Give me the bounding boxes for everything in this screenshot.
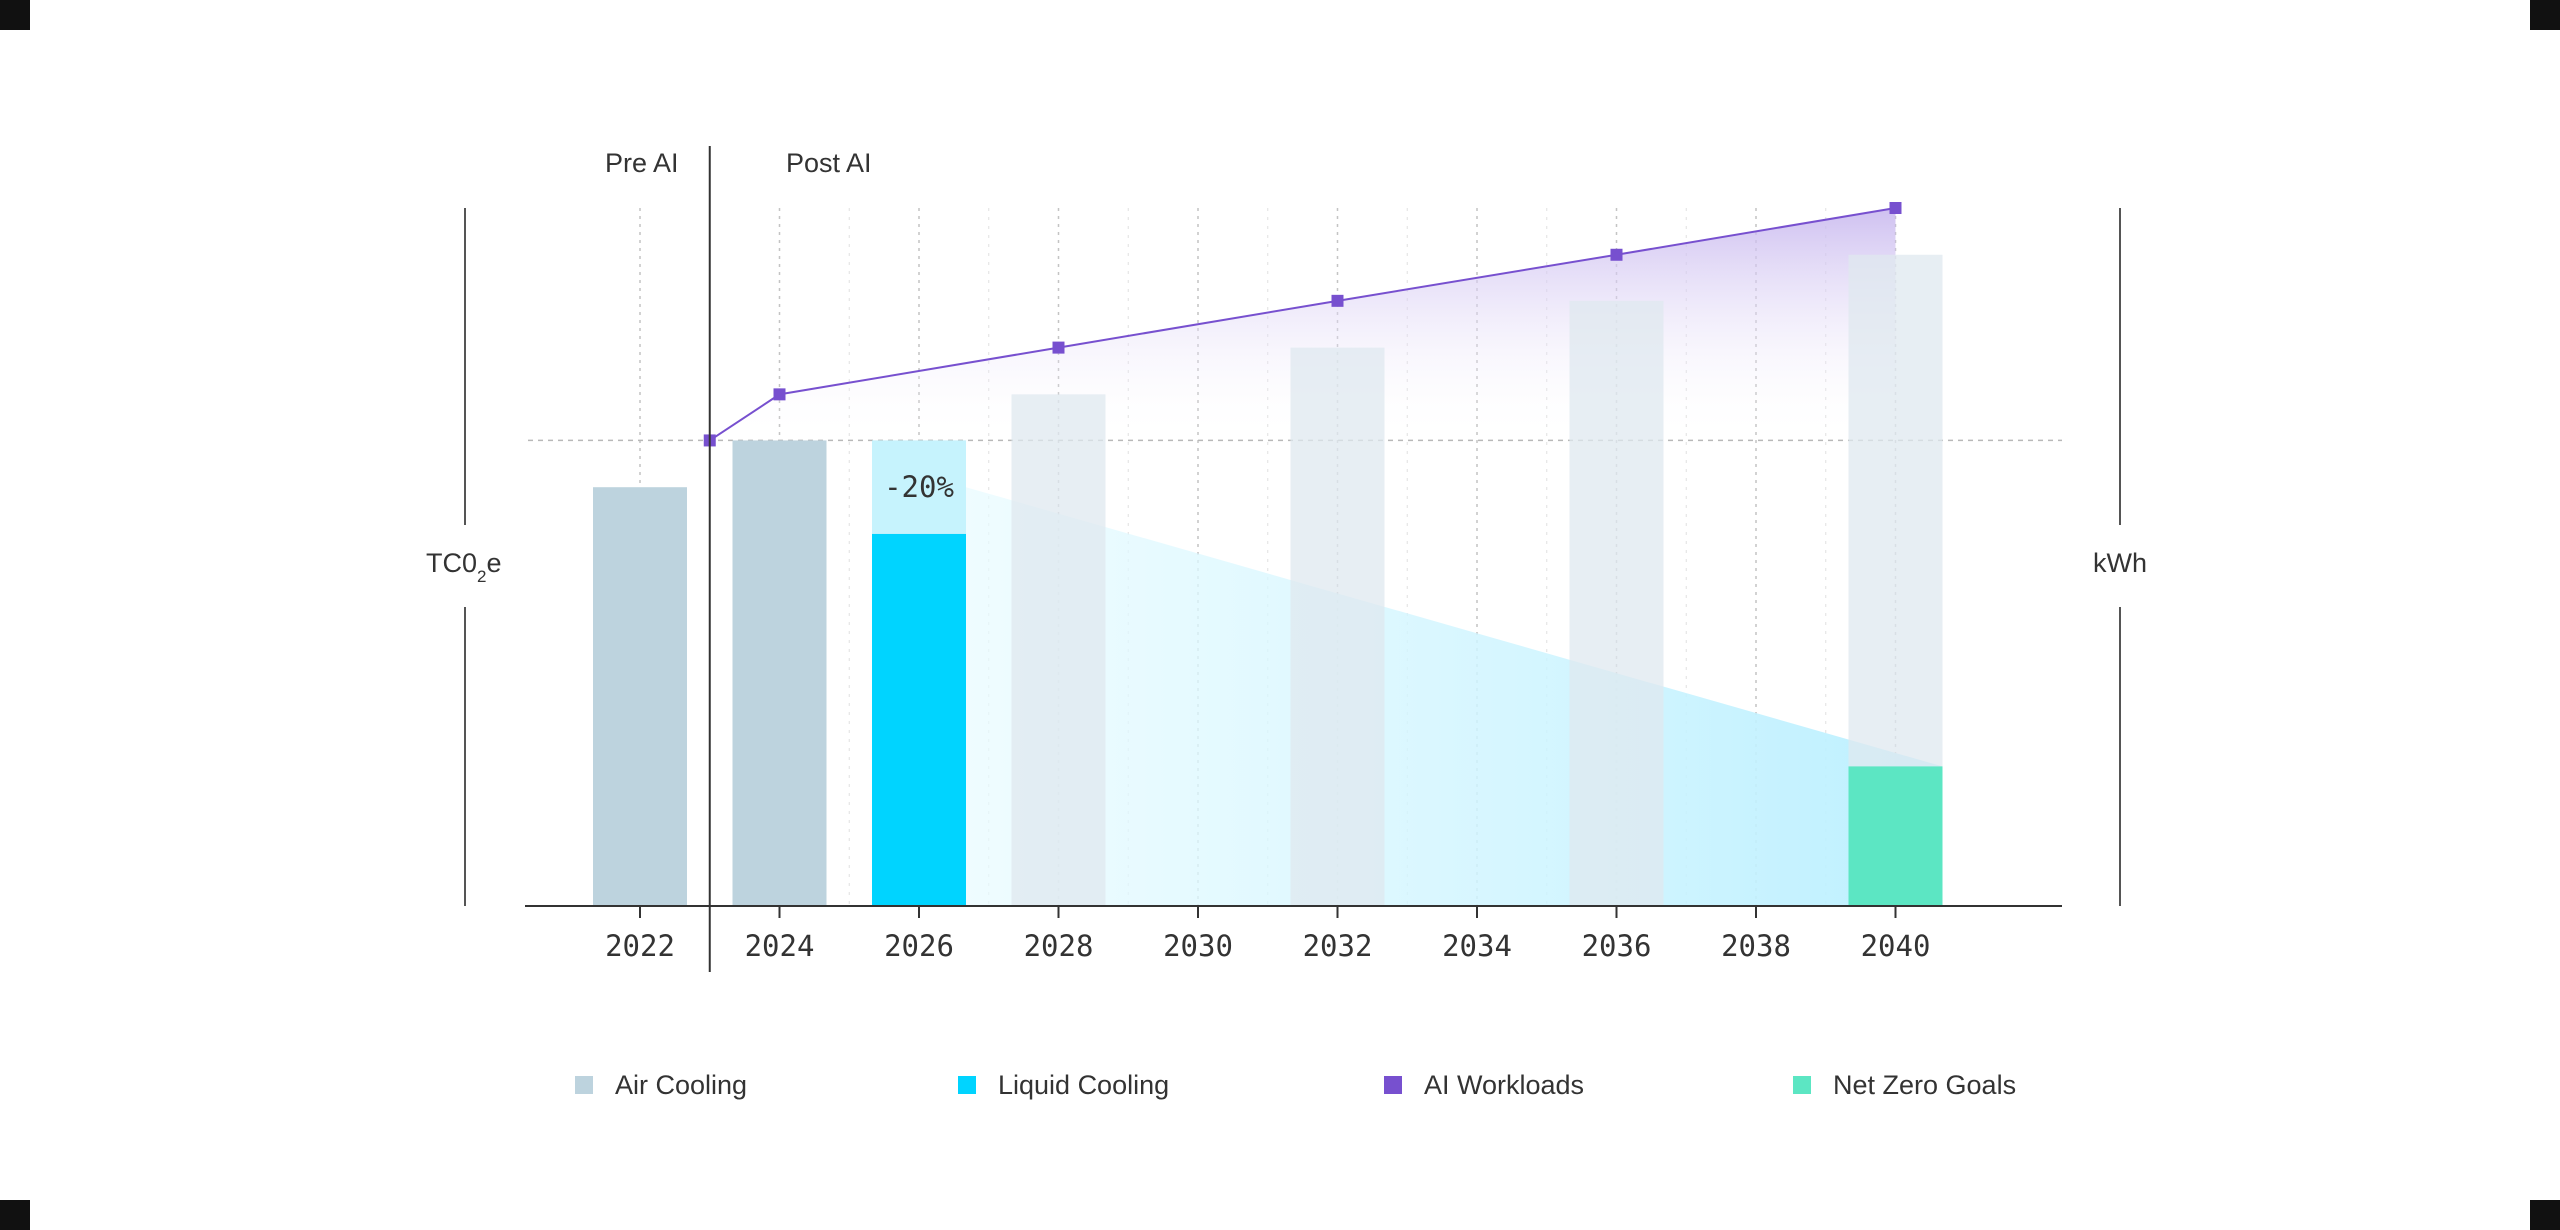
y-axis-left-label-tail: e (486, 548, 501, 578)
x-tick-label-2022: 2022 (605, 929, 675, 963)
legend-label-ai-workloads: AI Workloads (1424, 1069, 1585, 1100)
legend-label-air-cooling: Air Cooling (615, 1069, 748, 1100)
ai-workloads-line (709, 207, 1896, 442)
legend-swatch-air-cooling (575, 1076, 593, 1094)
post-ai-label: Post AI (786, 148, 872, 178)
legend-swatch-net-zero-goals (1793, 1076, 1811, 1094)
axis-layer: Pre AI Post AI TC02e kWh 2022 2024 2026 202… (426, 146, 2147, 972)
ai-workloads-point-2036 (1610, 248, 1623, 261)
x-tick-label-2034: 2034 (1442, 929, 1512, 963)
x-tick-label-2024: 2024 (745, 929, 815, 963)
legend-swatch-ai-workloads (1384, 1076, 1402, 1094)
legend-label-net-zero-goals: Net Zero Goals (1833, 1069, 2017, 1100)
x-tick-label-2036: 2036 (1582, 929, 1652, 963)
x-tick-label-2032: 2032 (1303, 929, 1373, 963)
liquid-cooling-trend-area (966, 487, 1943, 906)
pre-ai-label: Pre AI (605, 148, 679, 178)
corner-mark-top-right (2530, 0, 2560, 30)
ai-workloads-point-2040 (1889, 202, 1902, 214)
y-axis-left-label: TC02e (426, 548, 502, 586)
bar-air-cooling-2024 (732, 440, 827, 906)
ai-workloads-point-2024 (773, 388, 786, 401)
x-tick-label-2040: 2040 (1861, 929, 1931, 963)
bar-liquid-cooling-reduction-2026 (872, 440, 966, 534)
legend-air-cooling: Air Cooling (575, 1065, 747, 1105)
legend-ai-workloads: AI Workloads (1384, 1065, 1584, 1105)
corner-mark-bottom-right (2530, 1200, 2560, 1230)
y-axis-right-label: kWh (2093, 548, 2147, 578)
bar-layer: -20% (593, 254, 1943, 907)
bar-air-cooling-2022 (593, 487, 687, 906)
bar-liquid-cooling-2026 (872, 533, 966, 906)
bar-air-cooling-2036 (1569, 300, 1664, 907)
x-tick-label-2030: 2030 (1163, 929, 1233, 963)
legend-label-liquid-cooling: Liquid Cooling (998, 1069, 1170, 1100)
x-tick-label-2028: 2028 (1024, 929, 1094, 963)
x-tick-label-2026: 2026 (884, 929, 954, 963)
bar-air-cooling-2028 (1011, 394, 1106, 906)
legend-net-zero-goals: Net Zero Goals (1793, 1065, 2016, 1105)
bar-net-zero-goals-2040 (1848, 766, 1943, 906)
legend-liquid-cooling: Liquid Cooling (958, 1065, 1169, 1105)
ai-workloads-point-2028 (1052, 341, 1065, 354)
ai-workloads-area (649, 208, 1896, 441)
y-axis-left-label-main: TC0 (426, 548, 477, 578)
reduction-annotation: -20% (884, 470, 954, 504)
legend-swatch-liquid-cooling (958, 1076, 976, 1094)
corner-mark-bottom-left (0, 1200, 30, 1230)
line-layer (703, 202, 1902, 447)
bar-air-cooling-2032 (1290, 347, 1385, 907)
ai-workloads-point-2032 (1331, 294, 1344, 307)
x-tick-label-2038: 2038 (1721, 929, 1791, 963)
y-axis-left-label-sub: 2 (477, 567, 486, 586)
corner-mark-top-left (0, 0, 30, 30)
